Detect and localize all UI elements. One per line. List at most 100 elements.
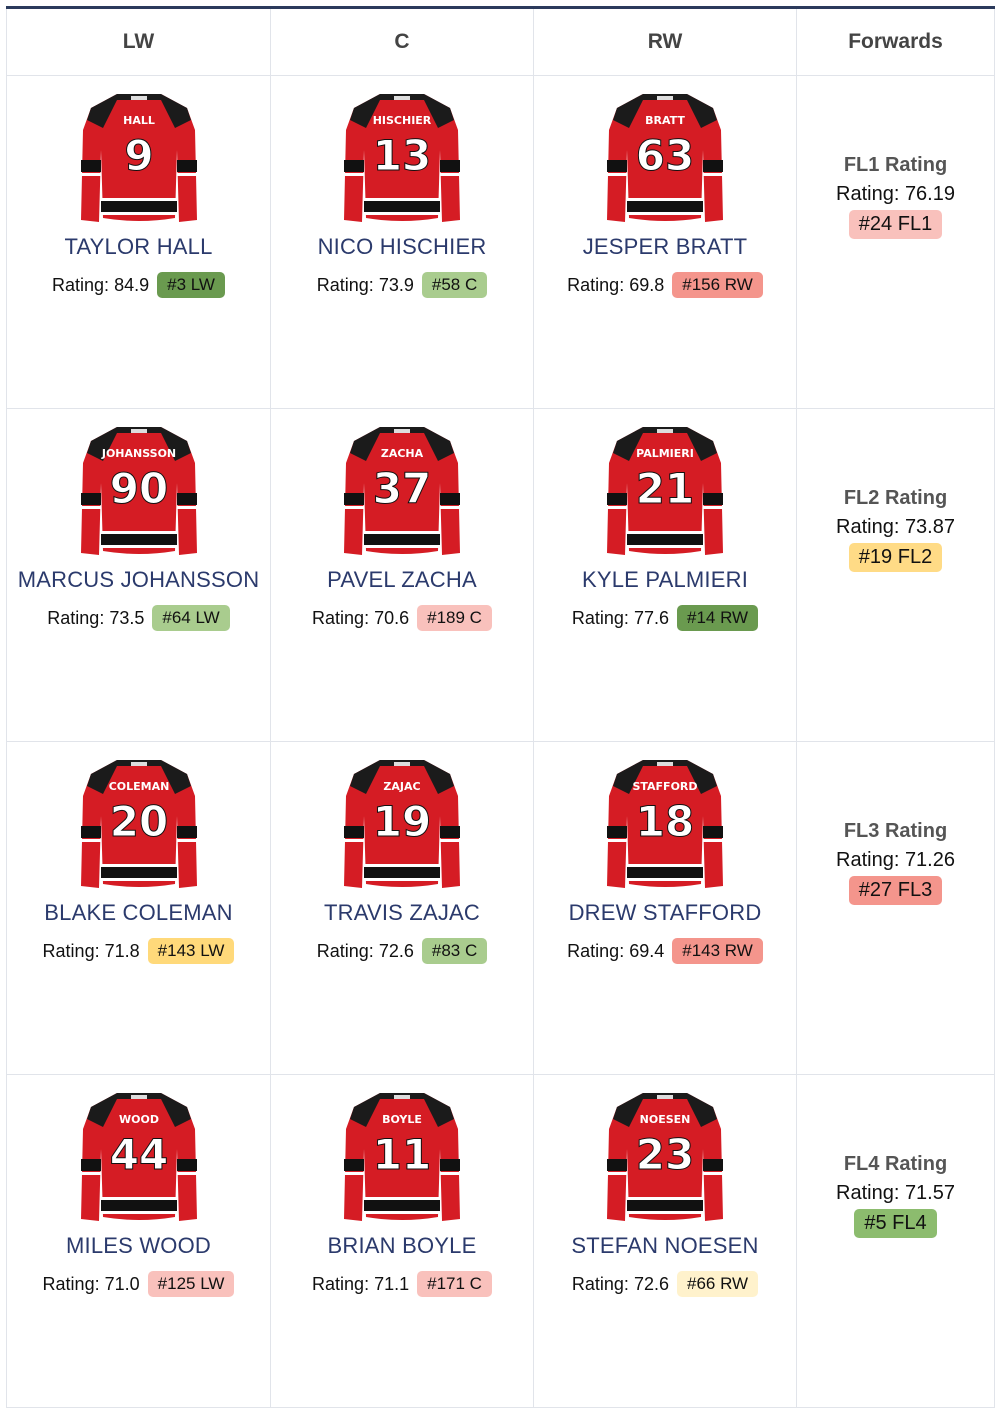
player-name-link[interactable]: MILES WOOD <box>65 1233 211 1258</box>
jersey-number-text: 90 <box>109 464 167 513</box>
jersey-number-text: 19 <box>373 797 431 846</box>
player-name-link[interactable]: STEFAN NOESEN <box>571 1233 759 1258</box>
player-name-link[interactable]: TAYLOR HALL <box>64 234 213 259</box>
rating-value: 77.6 <box>633 607 669 628</box>
player-cell: BRATT 63 JESPER BRATT Rating: 69.8 #156 … <box>533 75 797 409</box>
line-rank-badge: #5 FL4 <box>854 1209 937 1238</box>
player-rating: Rating: 71.0 #125 LW <box>7 1271 270 1297</box>
jersey-number-text: 20 <box>109 797 167 846</box>
player-cell: NOESEN 23 STEFAN NOESEN Rating: 72.6 #66… <box>533 1074 797 1408</box>
jersey-name-text: PALMIERI <box>636 447 694 460</box>
rank-badge: #14 RW <box>677 605 759 631</box>
line-rating-title: FL4 Rating <box>843 1153 948 1175</box>
jersey-icon: ZAJAC 19 <box>344 760 460 888</box>
line-rank-badge: #27 FL3 <box>848 876 943 905</box>
header-lw: LW <box>6 7 271 76</box>
jersey-icon: BRATT 63 <box>607 94 723 222</box>
line-rating-value: 71.57 <box>904 1182 955 1204</box>
rating-label: Rating: <box>571 1273 629 1294</box>
player-name-link[interactable]: BRIAN BOYLE <box>327 1233 477 1258</box>
jersey-name-text: WOOD <box>119 1113 159 1126</box>
player-cell: ZACHA 37 PAVEL ZACHA Rating: 70.6 #189 C <box>270 408 534 742</box>
rating-value: 72.6 <box>378 940 414 961</box>
rating-label: Rating: <box>836 849 900 871</box>
player-cell: JOHANSSON 90 MARCUS JOHANSSON Rating: 73… <box>6 408 271 742</box>
jersey-icon: BOYLE 11 <box>344 1093 460 1221</box>
line-rating: Rating: 71.57 <box>797 1182 994 1205</box>
rating-value: 71.0 <box>104 1273 140 1294</box>
player-name-link[interactable]: NICO HISCHIER <box>317 234 487 259</box>
player-rating: Rating: 73.5 #64 LW <box>7 605 270 631</box>
player-cell: BOYLE 11 BRIAN BOYLE Rating: 71.1 #171 C <box>270 1074 534 1408</box>
player-rating: Rating: 70.6 #189 C <box>271 605 533 631</box>
jersey-name-text: STAFFORD <box>632 780 697 793</box>
jersey-number-text: 23 <box>636 1130 694 1179</box>
player-name-link[interactable]: BLAKE COLEMAN <box>44 900 233 925</box>
line-rank-badge: #19 FL2 <box>848 543 943 572</box>
jersey-icon: NOESEN 23 <box>607 1093 723 1221</box>
jersey-name-text: NOESEN <box>640 1113 691 1126</box>
forward-line-row: JOHANSSON 90 MARCUS JOHANSSON Rating: 73… <box>6 408 995 742</box>
rating-label: Rating: <box>316 274 374 295</box>
player-name-link[interactable]: MARCUS JOHANSSON <box>17 567 260 592</box>
jersey-number-text: 44 <box>109 1130 167 1179</box>
player-rating: Rating: 72.6 #66 RW <box>534 1271 796 1297</box>
line-rating: Rating: 73.87 <box>797 516 994 539</box>
jersey-number-text: 37 <box>373 464 431 513</box>
jersey-name-text: HALL <box>123 114 155 127</box>
forward-lines-table: LW C RW Forwards HALL 9 TAYLOR HALL Rati… <box>6 6 995 1408</box>
jersey-number-text: 21 <box>636 464 694 513</box>
line-rating-cell: FL4 Rating Rating: 71.57 #5 FL4 <box>796 1074 995 1408</box>
rating-value: 73.9 <box>378 274 414 295</box>
line-rating-value: 76.19 <box>904 183 955 205</box>
player-cell: ZAJAC 19 TRAVIS ZAJAC Rating: 72.6 #83 C <box>270 741 534 1075</box>
jersey-name-text: JOHANSSON <box>100 447 175 460</box>
rating-value: 71.8 <box>104 940 140 961</box>
player-rating: Rating: 71.8 #143 LW <box>7 938 270 964</box>
player-name-link[interactable]: TRAVIS ZAJAC <box>323 900 480 925</box>
lineup-table-container: LW C RW Forwards HALL 9 TAYLOR HALL Rati… <box>6 6 995 1408</box>
rank-badge: #189 C <box>417 605 492 631</box>
rating-label: Rating: <box>312 607 370 628</box>
player-cell: STAFFORD 18 DREW STAFFORD Rating: 69.4 #… <box>533 741 797 1075</box>
rank-badge: #171 C <box>417 1271 492 1297</box>
player-name-link[interactable]: PAVEL ZACHA <box>327 567 477 592</box>
player-cell: WOOD 44 MILES WOOD Rating: 71.0 #125 LW <box>6 1074 271 1408</box>
rating-label: Rating: <box>571 607 629 628</box>
player-rating: Rating: 84.9 #3 LW <box>7 272 270 298</box>
line-rating-cell: FL3 Rating Rating: 71.26 #27 FL3 <box>796 741 995 1075</box>
forward-line-row: COLEMAN 20 BLAKE COLEMAN Rating: 71.8 #1… <box>6 741 995 1075</box>
jersey-icon: HALL 9 <box>80 94 197 222</box>
rating-value: 84.9 <box>114 274 150 295</box>
rank-badge: #143 LW <box>147 938 235 964</box>
line-rating-value: 73.87 <box>904 516 955 538</box>
header-c: C <box>270 7 534 76</box>
rank-badge: #125 LW <box>147 1271 235 1297</box>
jersey-number-text: 13 <box>373 131 431 180</box>
rating-label: Rating: <box>52 274 110 295</box>
rating-label: Rating: <box>836 183 900 205</box>
player-cell: COLEMAN 20 BLAKE COLEMAN Rating: 71.8 #1… <box>6 741 271 1075</box>
rating-value: 69.8 <box>629 274 665 295</box>
jersey-icon: HISCHIER 13 <box>344 94 460 222</box>
rating-label: Rating: <box>836 516 900 538</box>
line-rating: Rating: 76.19 <box>797 183 994 206</box>
rank-badge: #3 LW <box>157 272 225 298</box>
player-name-link[interactable]: KYLE PALMIERI <box>581 567 749 592</box>
jersey-name-text: ZAJAC <box>383 780 420 793</box>
player-rating: Rating: 72.6 #83 C <box>271 938 533 964</box>
rating-label: Rating: <box>567 274 625 295</box>
forward-line-row: WOOD 44 MILES WOOD Rating: 71.0 #125 LW … <box>6 1074 995 1408</box>
player-name-link[interactable]: DREW STAFFORD <box>568 900 762 925</box>
line-rating-value: 71.26 <box>904 849 955 871</box>
header-forwards: Forwards <box>796 7 995 76</box>
player-name-link[interactable]: JESPER BRATT <box>582 234 748 259</box>
rank-badge: #64 LW <box>152 605 230 631</box>
player-cell: PALMIERI 21 KYLE PALMIERI Rating: 77.6 #… <box>533 408 797 742</box>
rating-value: 69.4 <box>629 940 665 961</box>
rating-label: Rating: <box>42 940 100 961</box>
rank-badge: #58 C <box>421 272 488 298</box>
rank-badge: #83 C <box>421 938 488 964</box>
player-cell: HISCHIER 13 NICO HISCHIER Rating: 73.9 #… <box>270 75 534 409</box>
rating-label: Rating: <box>316 940 374 961</box>
